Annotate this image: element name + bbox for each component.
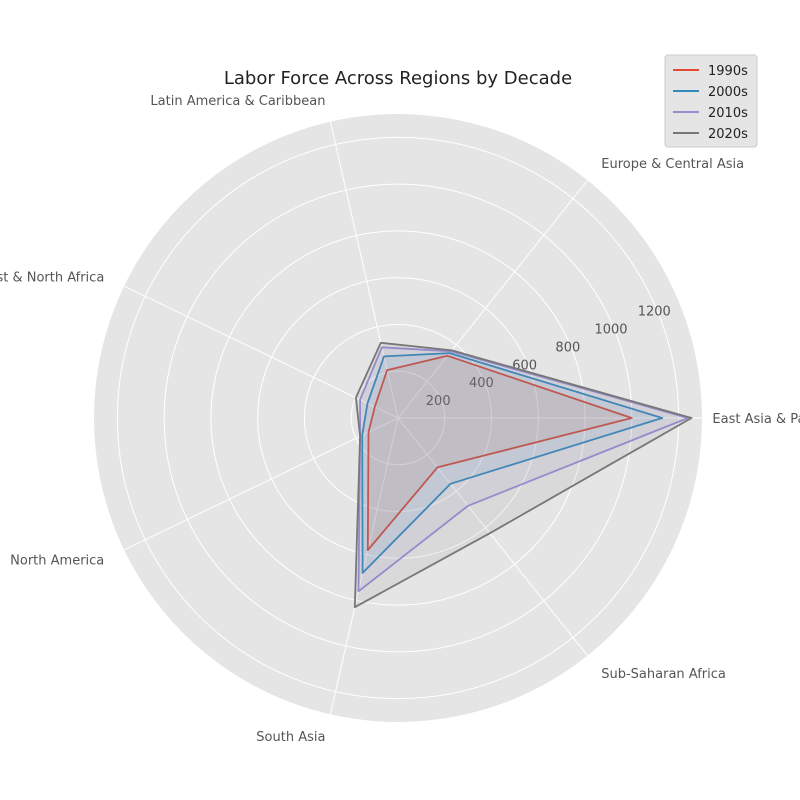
grid-spoke-4 <box>123 417 399 551</box>
grid-spoke-2 <box>329 121 399 419</box>
series-line-2010s <box>357 346 689 593</box>
radial-tick-label: 800 <box>555 340 580 355</box>
category-label: Sub-Saharan Africa <box>601 667 726 682</box>
grid-spokes <box>123 121 702 715</box>
legend-box <box>664 54 758 148</box>
series-line-2020s <box>353 341 693 609</box>
grid-spoke-3 <box>123 285 399 419</box>
grid-spoke-1 <box>397 180 588 419</box>
legend-entry: 2020s <box>708 127 748 142</box>
legend: 1990s 2000s 2010s 2020s <box>664 54 758 148</box>
legend-entry: 2000s <box>708 85 748 100</box>
category-label: North America <box>10 553 104 568</box>
category-labels: East Asia & Pacific Europe & Central Asia… <box>0 94 800 745</box>
series-line-1990s <box>366 354 633 552</box>
grid-spoke-5 <box>329 417 399 715</box>
chart-title: Labor Force Across Regions by Decade <box>224 68 572 89</box>
category-label: Europe & Central Asia <box>601 157 744 172</box>
radial-tick-label: 200 <box>426 394 451 409</box>
radial-tick-label: 1000 <box>594 323 627 338</box>
category-label: East Asia & Pacific <box>712 412 800 427</box>
radial-tick-label: 400 <box>469 376 494 391</box>
legend-entry: 1990s <box>708 64 748 79</box>
legend-entry: 2010s <box>708 106 748 121</box>
series-line-2000s <box>361 352 664 574</box>
category-label: Middle East & North Africa <box>0 271 104 286</box>
grid-spoke-6 <box>397 417 588 656</box>
radial-tick-label: 1200 <box>638 305 671 320</box>
category-label: Latin America & Caribbean <box>150 94 325 109</box>
series-layer <box>353 341 693 609</box>
category-label: South Asia <box>256 730 325 745</box>
